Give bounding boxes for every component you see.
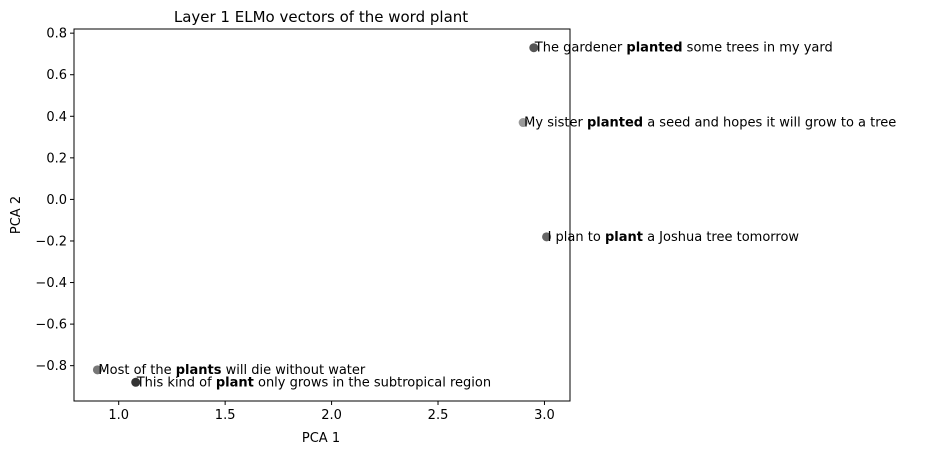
point-label: Most of the plants will die without wate… bbox=[98, 363, 365, 378]
point-annotations: The gardener planted some trees in my ya… bbox=[98, 41, 896, 391]
y-tick-label: 0.6 bbox=[46, 68, 67, 83]
y-axis-label: PCA 2 bbox=[9, 196, 24, 234]
x-tick-label: 2.5 bbox=[428, 408, 449, 423]
point-label-suffix: only grows in the subtropical region bbox=[254, 375, 491, 390]
data-point bbox=[518, 118, 528, 128]
chart-title: Layer 1 ELMo vectors of the word plant bbox=[174, 8, 468, 26]
y-tick-label: 0.2 bbox=[46, 151, 67, 166]
x-tick-label: 1.0 bbox=[108, 408, 129, 423]
point-label: This kind of plant only grows in the sub… bbox=[136, 375, 491, 390]
point-label-suffix: will die without water bbox=[221, 363, 365, 378]
point-label-prefix: My sister bbox=[524, 116, 587, 131]
point-label-suffix: a seed and hopes it will grow to a tree bbox=[643, 116, 896, 131]
y-tick-label: 0.4 bbox=[46, 110, 67, 125]
point-label-suffix: a Joshua tree tomorrow bbox=[643, 230, 799, 245]
y-tick-label: −0.6 bbox=[35, 318, 67, 333]
x-tick-label: 1.5 bbox=[215, 408, 236, 423]
point-label-prefix: The gardener bbox=[534, 41, 627, 56]
y-tick-label: −0.4 bbox=[35, 276, 67, 291]
x-tick-label: 2.0 bbox=[321, 408, 342, 423]
data-point bbox=[92, 365, 102, 375]
point-label-suffix: some trees in my yard bbox=[683, 41, 833, 56]
y-axis-ticks: −0.8 −0.6 −0.4 −0.2 0.0 0.2 0.4 0.6 0.8 bbox=[35, 27, 74, 374]
y-tick-label: −0.2 bbox=[35, 234, 67, 249]
x-tick-label: 3.0 bbox=[534, 408, 555, 423]
point-label: I plan to plant a Joshua tree tomorrow bbox=[548, 230, 800, 245]
data-point bbox=[542, 232, 552, 242]
point-label-prefix: This kind of bbox=[136, 375, 216, 390]
data-points bbox=[92, 43, 552, 387]
point-label: My sister planted a seed and hopes it wi… bbox=[524, 116, 896, 131]
point-label-keyword: plant bbox=[216, 375, 254, 390]
x-axis-label: PCA 1 bbox=[302, 431, 340, 446]
point-label-prefix: I plan to bbox=[548, 230, 605, 245]
point-label-keyword: planted bbox=[587, 116, 643, 131]
x-axis-ticks: 1.0 1.5 2.0 2.5 3.0 bbox=[108, 401, 555, 423]
y-tick-label: 0.8 bbox=[46, 27, 67, 42]
point-label-keyword: planted bbox=[626, 41, 682, 56]
plot-area-frame bbox=[73, 28, 571, 402]
data-point bbox=[131, 377, 141, 387]
y-tick-label: 0.0 bbox=[46, 193, 67, 208]
point-label-prefix: Most of the bbox=[98, 363, 175, 378]
point-label: The gardener planted some trees in my ya… bbox=[534, 41, 833, 56]
point-label-keyword: plant bbox=[605, 230, 643, 245]
data-point bbox=[529, 43, 539, 53]
y-tick-label: −0.8 bbox=[35, 359, 67, 374]
point-label-keyword: plants bbox=[176, 363, 222, 378]
